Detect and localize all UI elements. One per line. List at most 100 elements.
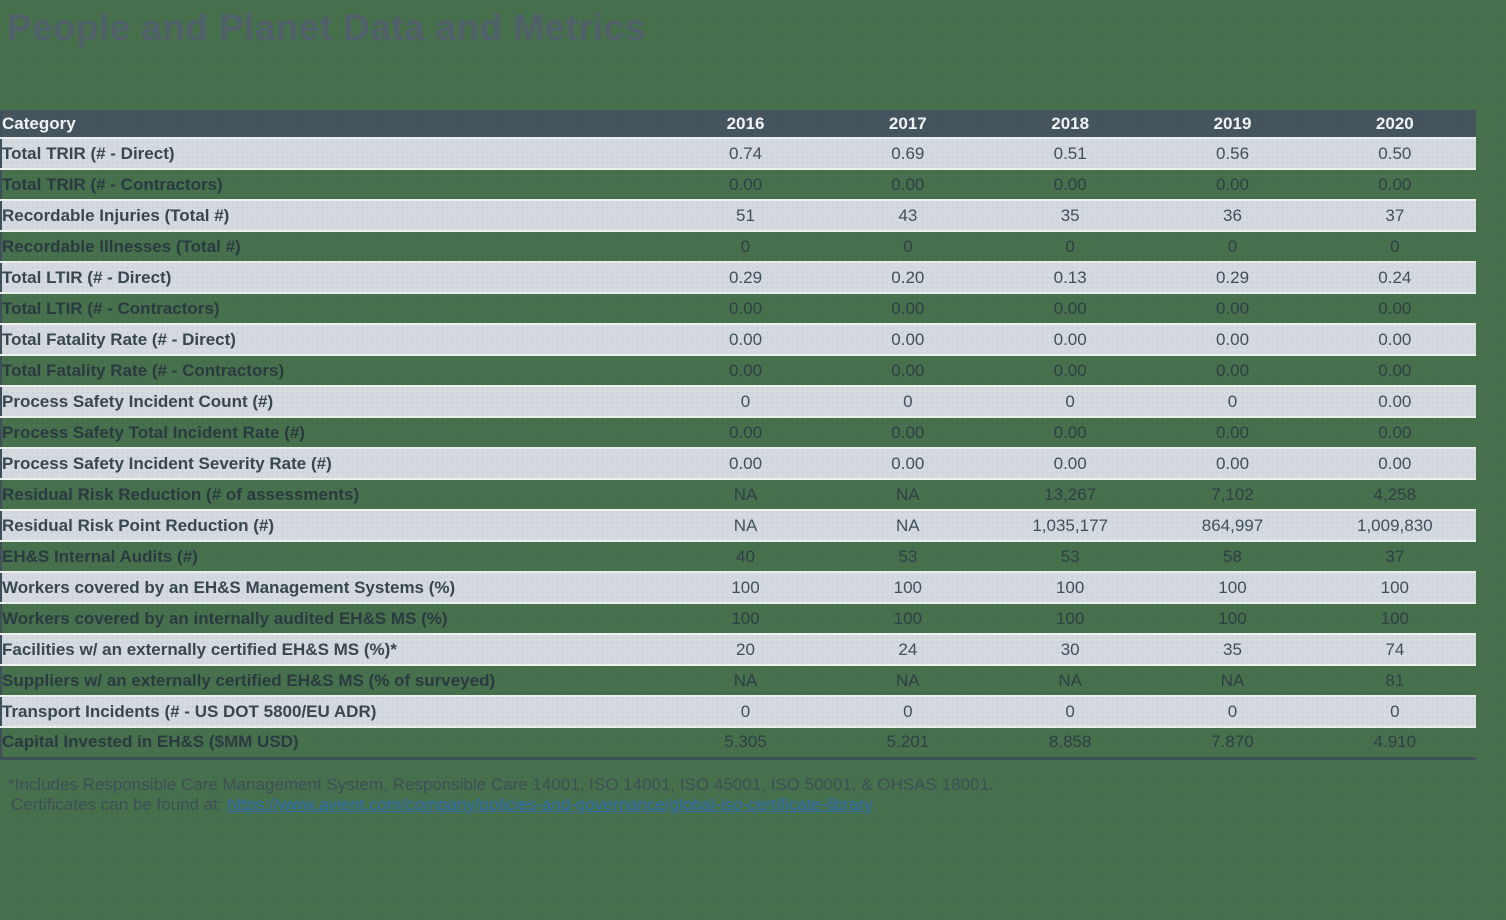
value-cell: 0.00 [891, 453, 925, 473]
table-row: Process Safety Incident Severity Rate (#… [1, 448, 1476, 479]
column-header-year: 2018 [1051, 113, 1090, 133]
footnote-line2: Certificates can be found at: https://ww… [8, 795, 994, 815]
table-row: Recordable Injuries (Total #) 51 43 35 36 37 [1, 200, 1476, 231]
column-header-year: 2016 [726, 113, 765, 133]
value-cell: NA [1058, 670, 1082, 690]
value-cell: 8.858 [1048, 732, 1092, 752]
value-cell: 100 [731, 577, 760, 597]
table-row: Total TRIR (# - Direct) 0.74 0.69 0.51 0.56 0… [1, 138, 1476, 169]
column-header-year: 2019 [1213, 113, 1252, 133]
value-cell: 0.00 [891, 174, 925, 194]
table-row: Suppliers w/ an externally certified EH&… [1, 665, 1476, 696]
certificate-library-link[interactable]: https://www.avient.com/company/policies-… [227, 795, 873, 814]
value-cell: NA [733, 670, 758, 690]
value-cell: 0.00 [891, 422, 925, 442]
value-cell: 51 [736, 205, 755, 225]
column-header-category: Category [2, 113, 76, 133]
value-cell: 0.00 [1215, 453, 1250, 473]
value-cell: 0.00 [1215, 360, 1250, 380]
value-cell: 0.00 [1053, 174, 1087, 194]
footnote: *Includes Responsible Care Management Sy… [8, 775, 994, 815]
value-cell: 35 [1060, 205, 1080, 225]
value-cell: 0.29 [1215, 267, 1250, 287]
table-row: Recordable Illnesses (Total #) 0 0 0 0 0 [1, 231, 1476, 262]
value-cell: 0.00 [1215, 422, 1250, 442]
value-cell: 100 [893, 577, 923, 597]
category-cell: Facilities w/ an externally certified EH… [2, 639, 397, 659]
category-cell: Process Safety Incident Severity Rate (#… [2, 453, 332, 473]
value-cell: 0.00 [1053, 329, 1087, 349]
category-cell: Total LTIR (# - Direct) [2, 267, 172, 287]
value-cell: 5.305 [724, 732, 767, 752]
value-cell: 0.00 [1215, 298, 1250, 318]
page-title: People and Planet Data and Metrics [7, 7, 646, 48]
value-cell: 24 [898, 639, 918, 659]
value-cell: 5.201 [886, 732, 930, 752]
value-cell: 36 [1223, 205, 1242, 225]
category-cell: Workers covered by an EH&S Management Sy… [2, 577, 456, 597]
table-header-row: Category 2016 2017 2018 2019 2020 [1, 110, 1476, 138]
value-cell: NA [733, 484, 758, 504]
value-cell: NA [733, 515, 758, 535]
value-cell: 0.00 [1378, 453, 1412, 473]
value-cell: NA [1220, 670, 1245, 690]
value-cell: NA [896, 484, 920, 504]
value-cell: 0.00 [728, 174, 763, 194]
value-cell: 53 [898, 546, 918, 566]
value-cell: 0 [1227, 236, 1238, 256]
value-cell: 100 [893, 608, 923, 628]
value-cell: 0 [1065, 701, 1075, 721]
category-cell: Process Safety Total Incident Rate (#) [2, 422, 305, 442]
value-cell: 30 [1060, 639, 1080, 659]
value-cell: 1,009,830 [1357, 515, 1433, 535]
category-cell: Total Fatality Rate (# - Direct) [2, 329, 236, 349]
value-cell: 13,267 [1044, 484, 1097, 504]
value-cell: 100 [1218, 577, 1247, 597]
category-cell: Total Fatality Rate (# - Contractors) [2, 360, 285, 380]
value-cell: 0.51 [1053, 143, 1087, 163]
value-cell: 35 [1223, 639, 1242, 659]
value-cell: 0.29 [728, 267, 763, 287]
value-cell: 100 [1055, 577, 1085, 597]
category-cell: Capital Invested in EH&S ($MM USD) [2, 732, 299, 752]
category-cell: Total TRIR (# - Direct) [2, 143, 175, 163]
value-cell: 1,035,177 [1032, 515, 1108, 535]
value-cell: 0 [903, 236, 913, 256]
table-row: Total Fatality Rate (# - Direct) 0.00 0.00… [1, 324, 1476, 355]
value-cell: 0.00 [891, 360, 925, 380]
value-cell: 0.00 [891, 298, 925, 318]
value-cell: 4,258 [1373, 484, 1417, 504]
value-cell: 0.56 [1215, 143, 1250, 163]
value-cell: 0.00 [1053, 360, 1087, 380]
value-cell: 0.00 [1053, 422, 1087, 442]
value-cell: 100 [1380, 577, 1410, 597]
table-row: Capital Invested in EH&S ($MM USD) 5.305 5… [1, 727, 1476, 758]
table-row: Process Safety Incident Count (#) 0 0 0 0 0.0… [1, 386, 1476, 417]
table-row: Residual Risk Point Reduction (#) NA NA 1,0… [1, 510, 1476, 541]
table-row: Facilities w/ an externally certified EH… [1, 634, 1476, 665]
table-row: Workers covered by an EH&S Management Sy… [1, 572, 1476, 603]
value-cell: 0.00 [728, 453, 763, 473]
table-row: Transport Incidents (# - US DOT 5800/EU … [1, 696, 1476, 727]
table-row: Total Fatality Rate (# - Contractors) 0.0… [1, 355, 1476, 386]
value-cell: 0 [1065, 391, 1075, 411]
value-cell: 0 [1390, 701, 1400, 721]
value-cell: 4.910 [1373, 732, 1417, 752]
value-cell: 0 [740, 701, 751, 721]
table-row: EH&S Internal Audits (#) 40 53 53 58 37 [1, 541, 1476, 572]
value-cell: 0 [740, 236, 751, 256]
value-cell: 53 [1060, 546, 1080, 566]
value-cell: 100 [731, 608, 760, 628]
value-cell: 7,102 [1211, 484, 1254, 504]
value-cell: 0.00 [1053, 453, 1087, 473]
value-cell: NA [896, 515, 920, 535]
category-cell: Process Safety Incident Count (#) [2, 391, 274, 411]
value-cell: 37 [1385, 546, 1405, 566]
value-cell: 0.74 [728, 143, 763, 163]
category-cell: Recordable Injuries (Total #) [2, 205, 230, 225]
table-row: Total TRIR (# - Contractors) 0.00 0.00 0.00… [1, 169, 1476, 200]
category-cell: EH&S Internal Audits (#) [2, 546, 198, 566]
category-cell: Total TRIR (# - Contractors) [2, 174, 223, 194]
value-cell: 0.00 [1215, 329, 1250, 349]
value-cell: 0.00 [1378, 391, 1412, 411]
